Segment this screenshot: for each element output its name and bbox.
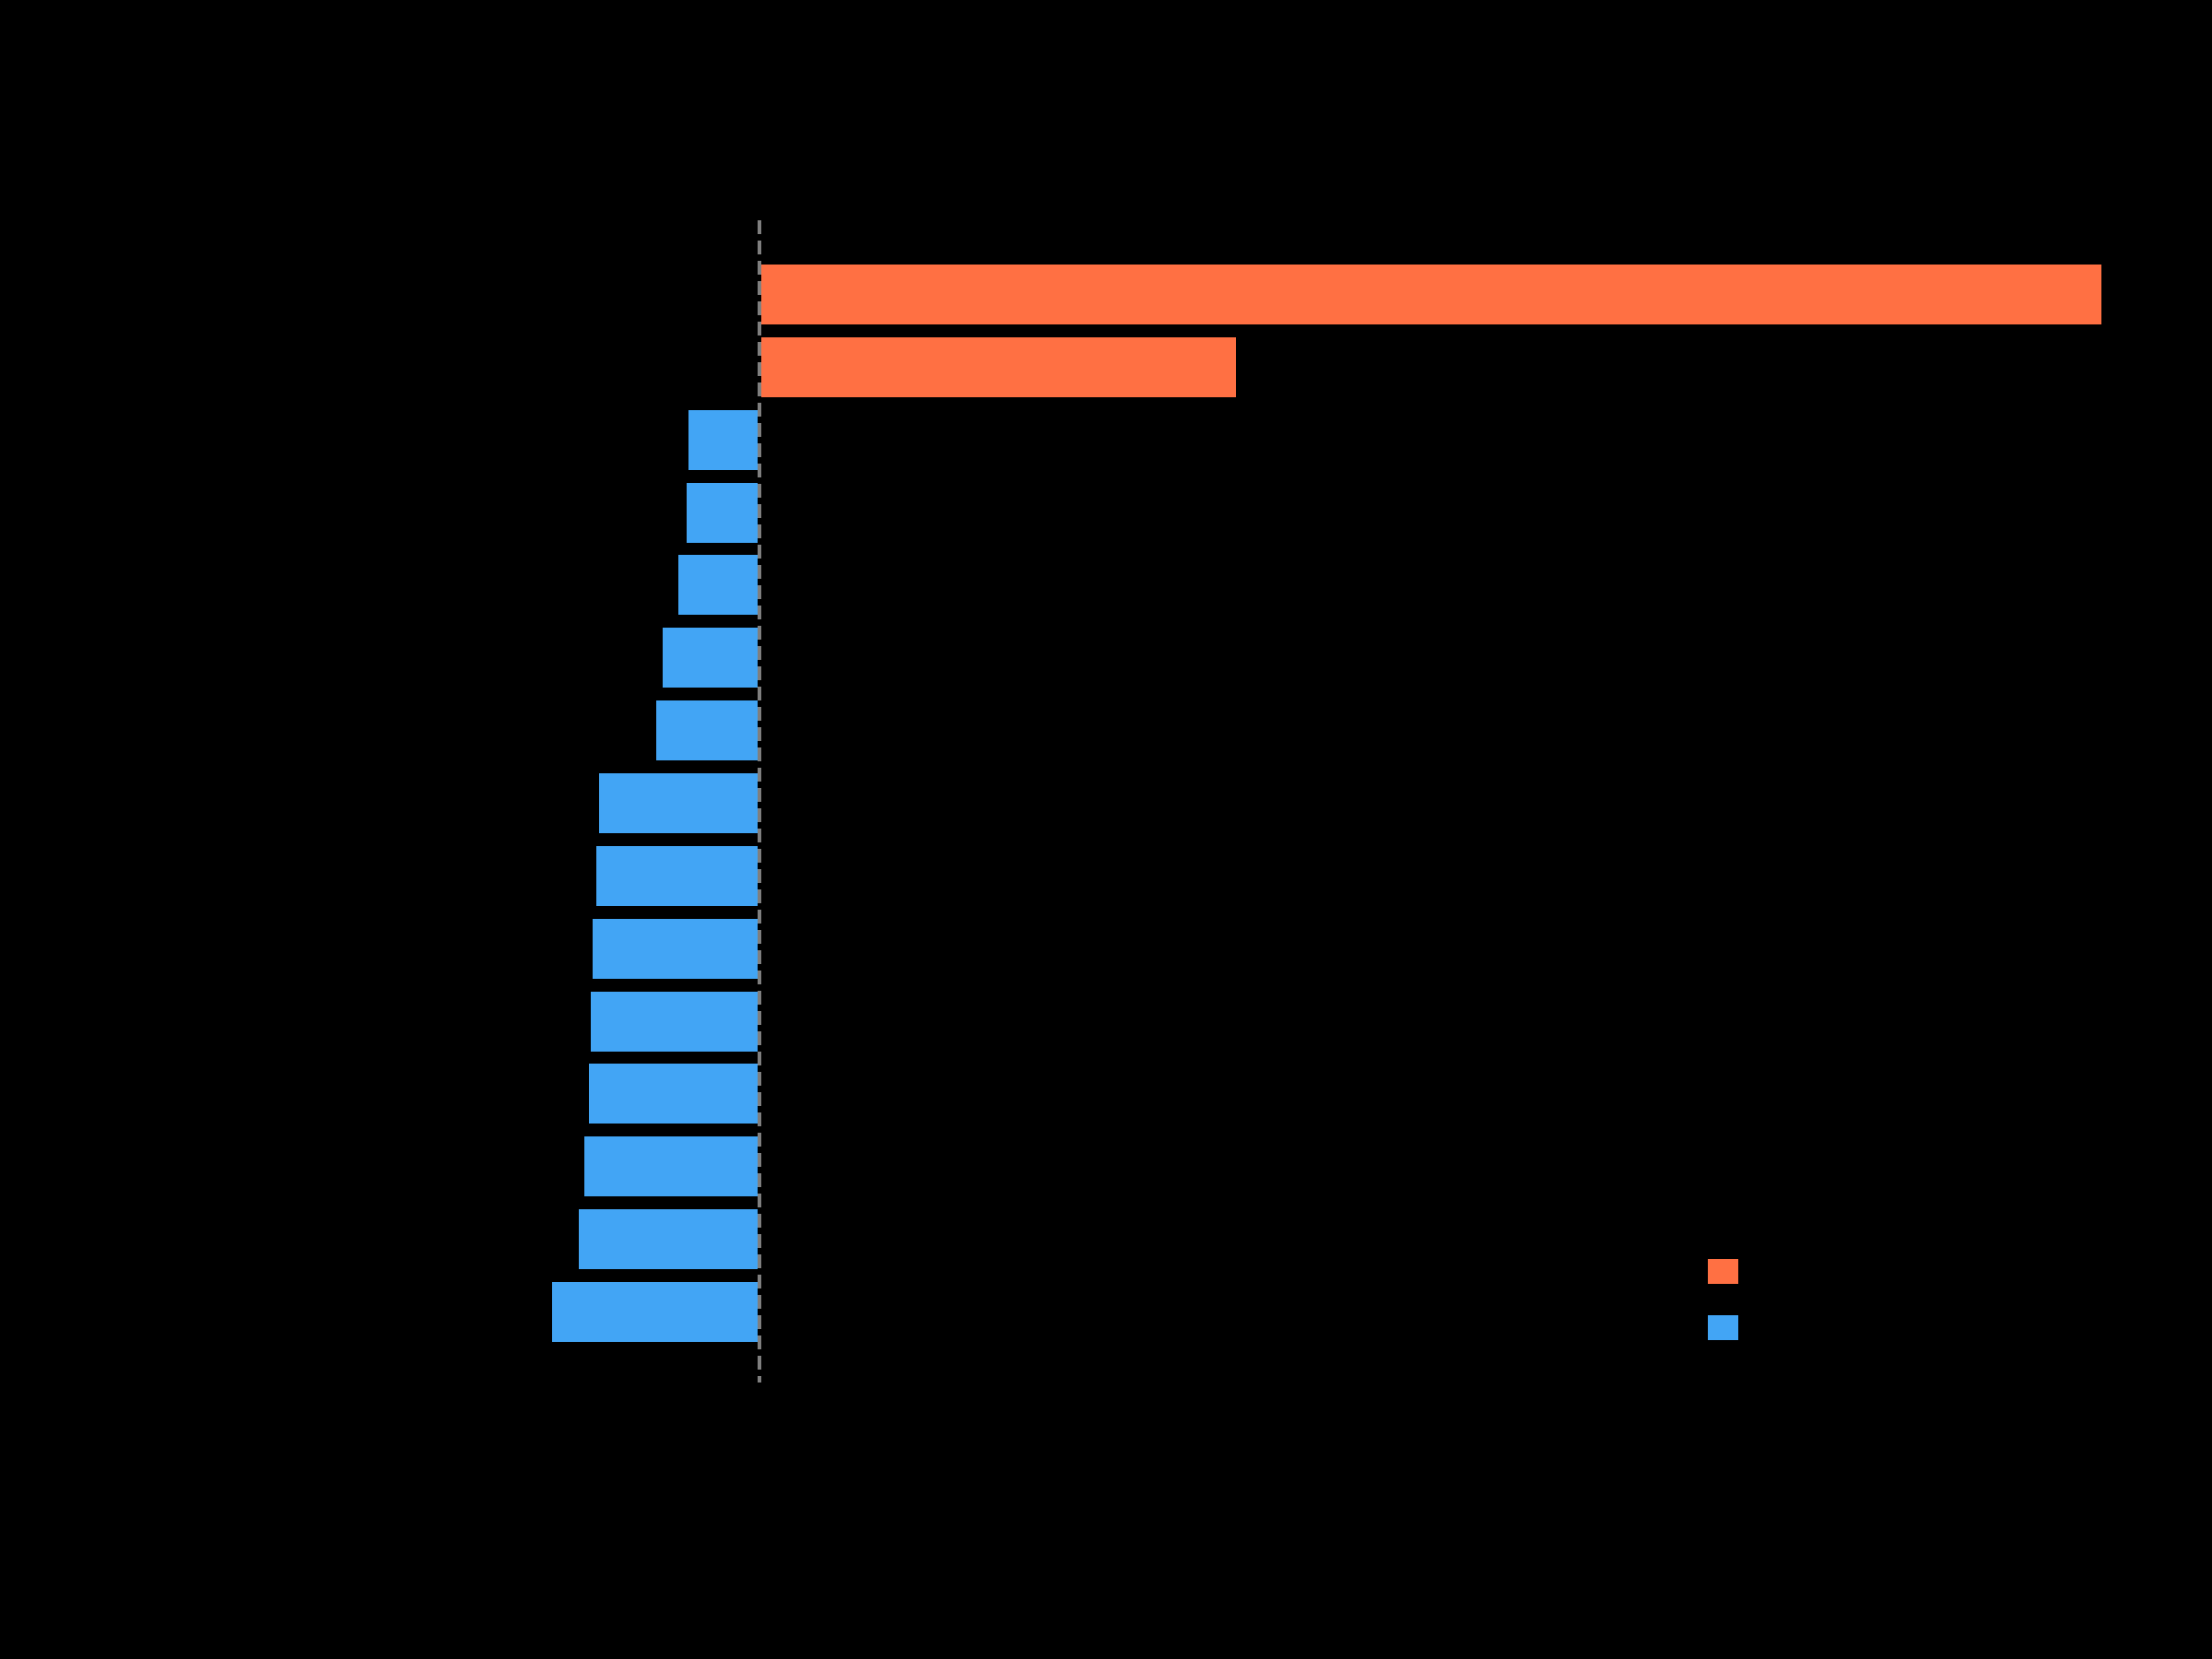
- legend-swatch-orange: [1708, 1259, 1738, 1284]
- bar-blue-row-3: [688, 410, 758, 470]
- bar-blue-row-12: [589, 1064, 758, 1124]
- bar-blue-row-14: [579, 1209, 758, 1269]
- bar-blue-row-10: [593, 919, 758, 979]
- bar-blue-row-5: [678, 555, 758, 615]
- bar-orange-row-1: [761, 265, 2101, 324]
- bar-blue-row-13: [584, 1136, 758, 1196]
- bar-blue-row-11: [591, 992, 758, 1052]
- legend-swatch-blue: [1708, 1315, 1738, 1340]
- bar-blue-row-8: [599, 773, 758, 833]
- bar-blue-row-4: [687, 483, 758, 543]
- bar-blue-row-15: [552, 1282, 758, 1342]
- bar-orange-row-2: [761, 337, 1236, 397]
- zero-baseline-dashed-line: [758, 220, 761, 1382]
- bar-blue-row-6: [663, 628, 758, 688]
- bar-blue-row-9: [596, 846, 758, 906]
- bar-blue-row-7: [656, 700, 758, 760]
